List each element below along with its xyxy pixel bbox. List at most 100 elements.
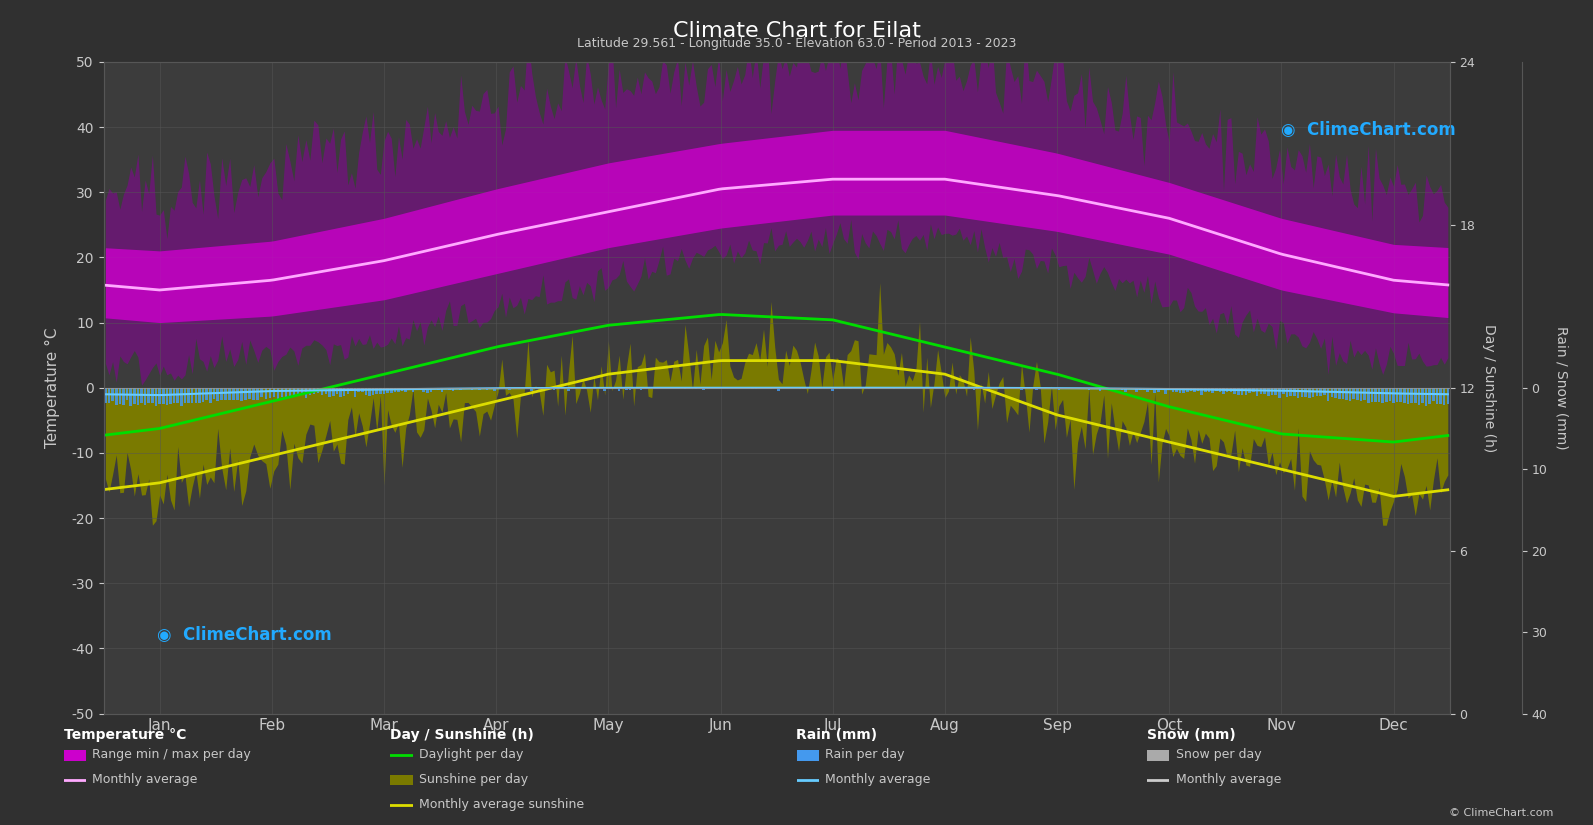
Bar [277, 388, 279, 399]
Text: Monthly average: Monthly average [825, 773, 930, 786]
Bar [903, 388, 906, 389]
Text: Rain per day: Rain per day [825, 748, 905, 761]
Bar [1080, 388, 1083, 389]
Y-axis label: Day / Sunshine (h): Day / Sunshine (h) [1481, 323, 1496, 452]
Bar [1211, 388, 1214, 393]
Bar [376, 388, 378, 394]
Bar [371, 388, 374, 395]
Text: Snow (mm): Snow (mm) [1147, 728, 1236, 742]
Bar [505, 388, 507, 389]
Bar [1381, 388, 1384, 403]
Bar [486, 388, 487, 390]
Bar [425, 388, 429, 393]
Bar [1110, 388, 1112, 389]
Bar [180, 388, 183, 406]
Bar [269, 388, 271, 398]
Bar [492, 388, 495, 391]
Text: Latitude 29.561 - Longitude 35.0 - Elevation 63.0 - Period 2013 - 2023: Latitude 29.561 - Longitude 35.0 - Eleva… [577, 37, 1016, 50]
Bar [1249, 388, 1251, 393]
Bar [202, 388, 204, 403]
Bar [618, 388, 620, 391]
Bar [228, 388, 231, 400]
Bar [336, 388, 338, 394]
Bar [470, 388, 473, 390]
Bar [750, 388, 753, 389]
Bar [1319, 388, 1322, 396]
Bar [1252, 388, 1255, 393]
Bar [252, 388, 255, 400]
Bar [1389, 388, 1391, 401]
Bar [894, 388, 895, 389]
Bar [112, 388, 113, 401]
Bar [1418, 388, 1421, 405]
Bar [1035, 388, 1037, 389]
Bar [241, 388, 244, 401]
Bar [530, 388, 534, 391]
Bar [1440, 388, 1442, 403]
Bar [1338, 388, 1341, 398]
Text: Climate Chart for Eilat: Climate Chart for Eilat [672, 21, 921, 40]
Text: ◉  ClimeChart.com: ◉ ClimeChart.com [1281, 120, 1456, 139]
Bar [1356, 388, 1359, 400]
Bar [1375, 388, 1376, 402]
Text: ◉  ClimeChart.com: ◉ ClimeChart.com [158, 625, 331, 644]
Bar [397, 388, 400, 392]
Bar [1435, 388, 1438, 404]
Bar [233, 388, 236, 400]
Bar [249, 388, 252, 398]
Bar [508, 388, 510, 389]
Bar [354, 388, 357, 397]
Bar [629, 388, 631, 390]
Bar [188, 388, 190, 403]
Bar [140, 388, 143, 403]
Bar [405, 388, 406, 392]
Bar [129, 388, 132, 406]
Bar [1241, 388, 1244, 394]
Bar [194, 388, 198, 403]
Bar [868, 388, 870, 389]
Bar [293, 388, 295, 397]
Bar [390, 388, 392, 393]
Bar [601, 388, 602, 389]
Bar [1114, 388, 1117, 389]
Text: Snow per day: Snow per day [1176, 748, 1262, 761]
Bar [143, 388, 147, 404]
Bar [1136, 388, 1137, 392]
Bar [132, 388, 135, 403]
Bar [459, 388, 462, 390]
Bar [467, 388, 470, 389]
Bar [217, 388, 218, 401]
Bar [1286, 388, 1289, 397]
Bar [448, 388, 451, 390]
Bar [1424, 388, 1427, 406]
Bar [1324, 388, 1325, 395]
Bar [411, 388, 414, 392]
Text: Monthly average: Monthly average [1176, 773, 1281, 786]
Bar [1392, 388, 1395, 403]
Bar [1168, 388, 1171, 390]
Bar [1106, 388, 1109, 389]
Bar [1058, 388, 1061, 389]
Bar [393, 388, 397, 393]
Bar [478, 388, 481, 390]
Bar [1193, 388, 1196, 393]
Bar [304, 388, 307, 398]
Bar [244, 388, 247, 399]
Bar [1360, 388, 1362, 401]
Bar [362, 388, 363, 392]
Text: Day / Sunshine (h): Day / Sunshine (h) [390, 728, 534, 742]
Bar [1282, 388, 1284, 394]
Bar [452, 388, 454, 391]
Bar [803, 388, 804, 389]
Bar [1150, 388, 1152, 390]
Bar [419, 388, 422, 390]
Bar [401, 388, 403, 391]
Bar [1125, 388, 1128, 392]
Bar [1219, 388, 1222, 392]
Bar [1364, 388, 1365, 400]
Bar [433, 388, 436, 389]
Bar [624, 388, 628, 390]
Bar [1297, 388, 1300, 398]
Bar [1238, 388, 1239, 395]
Bar [1335, 388, 1337, 398]
